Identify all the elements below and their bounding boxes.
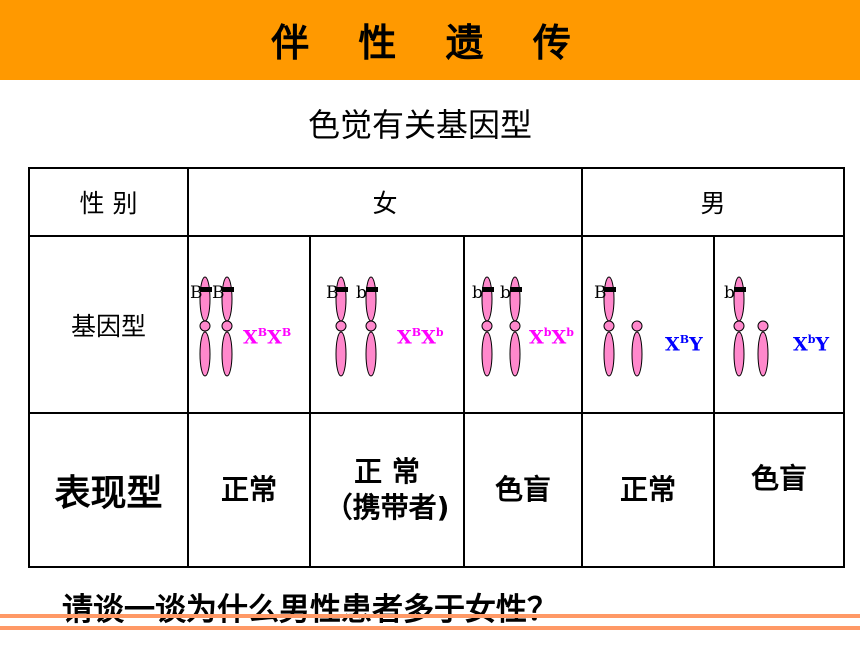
genotype-text: XBXb [397, 326, 444, 349]
gene-locus [510, 287, 522, 292]
gene-locus [366, 287, 378, 292]
female-header: 女 [187, 167, 583, 237]
phenotype-note: （携带者) [324, 491, 450, 524]
bottom-line-1 [0, 614, 860, 618]
allele-label: B [212, 283, 225, 303]
chromosome-arm [603, 331, 615, 377]
chromosome-arm [221, 331, 233, 377]
chromosome-arm [365, 331, 377, 377]
chromosome-arm [631, 331, 643, 377]
slide-title: 伴 性 遗 传 [271, 20, 589, 65]
phenotype-cell-1: 正常 [187, 412, 311, 568]
phenotype-value: 色盲 [494, 473, 551, 506]
centromere [757, 320, 769, 332]
phenotype-label: 表现型 [28, 412, 189, 568]
chromosome-arm [509, 276, 521, 322]
genotype-cell-1: B B XBXB [187, 235, 311, 414]
discussion-question: 请谈一谈为什么男性患者多于女性？ [62, 592, 558, 628]
genotype-cell-5: b XbY [713, 235, 845, 414]
genotype-text: XBXB [243, 326, 292, 349]
centromere [481, 320, 493, 332]
allele-label: B [594, 283, 607, 303]
gene-locus [200, 287, 212, 292]
chromosome-pair-icon [335, 276, 378, 377]
phenotype-cell-3: 色盲 [463, 412, 583, 568]
chromosome-arm [481, 331, 493, 377]
phenotype-value: 色盲 [750, 462, 807, 495]
centromere [733, 320, 745, 332]
centromere [631, 320, 643, 332]
chromosome-pair-icon [603, 276, 643, 377]
gene-locus [222, 287, 234, 292]
centromere [365, 320, 377, 332]
chromosome-pair-icon [733, 276, 769, 377]
chromosome-arm [509, 331, 521, 377]
allele-label: b [356, 283, 367, 303]
chromosome-arm [365, 276, 377, 322]
genotype-cell-3: b b XbXb [463, 235, 583, 414]
allele-label: B [190, 283, 203, 303]
phenotype-value: 正常 [619, 473, 676, 506]
allele-label: b [500, 283, 511, 303]
genotype-text: XbXb [529, 326, 574, 349]
genotype-cell-4: B XBY [581, 235, 715, 414]
phenotype-cell-5: 色盲 [713, 412, 845, 568]
title-bar [0, 0, 860, 80]
allele-label: B [326, 283, 339, 303]
gene-locus [604, 287, 616, 292]
allele-label: b [472, 283, 483, 303]
chromosome-arm [481, 276, 493, 322]
slide-subtitle: 色觉有关基因型 [307, 106, 532, 144]
chromosome-arm [757, 331, 769, 377]
phenotype-value: 正 常 [354, 455, 420, 488]
gene-locus [482, 287, 494, 292]
centromere [335, 320, 347, 332]
chromosome-pair-icon [199, 276, 234, 377]
gene-locus [734, 287, 746, 292]
chromosome-arm [199, 331, 211, 377]
chromosome-arm [335, 331, 347, 377]
centromere [199, 320, 211, 332]
sex-header: 性 别 [28, 167, 189, 237]
centromere [603, 320, 615, 332]
chromosome-pair-icon [481, 276, 522, 377]
chromosome-arm [733, 276, 745, 322]
phenotype-value: 正常 [220, 473, 277, 506]
bottom-line-2 [0, 626, 860, 630]
phenotype-cell-2: 正 常 （携带者) [309, 412, 465, 568]
allele-label: b [724, 283, 735, 303]
genotype-text: XbY [793, 333, 830, 356]
centromere [509, 320, 521, 332]
centromere [221, 320, 233, 332]
genotype-label: 基因型 [28, 235, 189, 414]
phenotype-cell-4: 正常 [581, 412, 715, 568]
genotype-text: XBY [665, 333, 703, 356]
chromosome-arm [733, 331, 745, 377]
male-header: 男 [581, 167, 845, 237]
gene-locus [336, 287, 348, 292]
